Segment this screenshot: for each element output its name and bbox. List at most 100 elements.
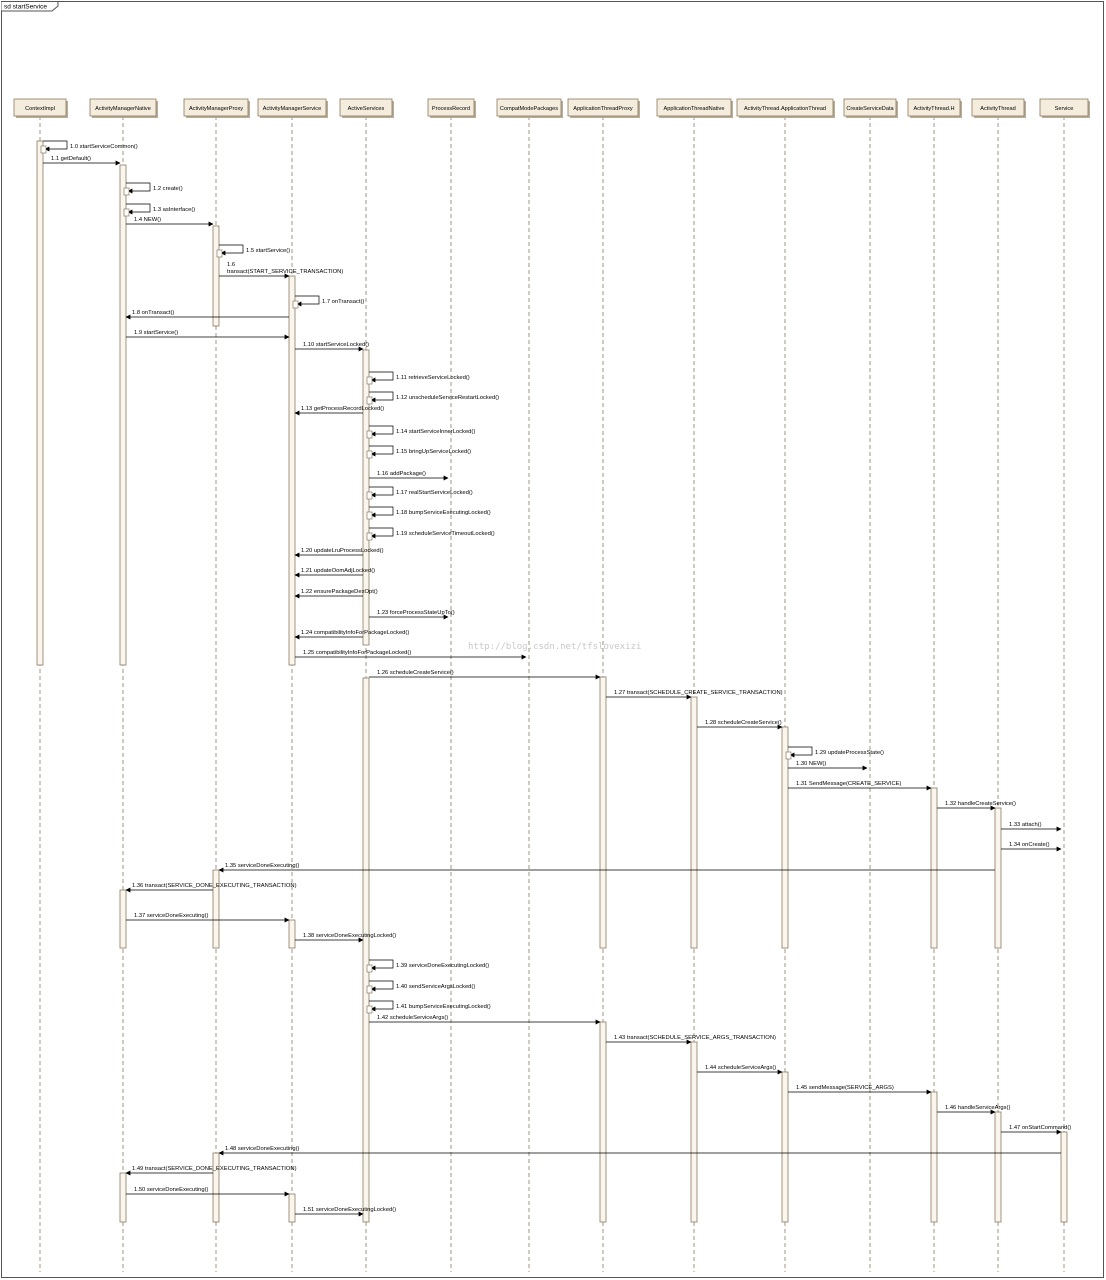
- participant-box: [339, 98, 393, 117]
- activation-bar-at: [994, 807, 1002, 949]
- self-call-activation: [123, 208, 130, 217]
- message-36: 1.35 serviceDoneExecuting(): [218, 863, 995, 873]
- participant-box: [567, 98, 639, 117]
- message-label: 1.40 sendServiceArgsLocked(): [396, 984, 475, 990]
- participant-box: [257, 98, 327, 117]
- activation-bar-contextimpl: [36, 140, 44, 666]
- participant-label: ActivityThread.ApplicationThread: [744, 106, 826, 112]
- self-call-arrow: [369, 506, 394, 518]
- message-51: 1.50 serviceDoneExecuting(): [126, 1187, 290, 1197]
- lifelines: ContextImpl ActivityManagerNative Activity…: [13, 98, 1090, 1272]
- activation-bar-atat: [781, 726, 789, 949]
- message-44: 1.43 transact(SCHEDULE_SERVICE_ARGS_TRAN…: [606, 1035, 776, 1045]
- message-label: 1.27 transact(SCHEDULE_CREATE_SERVICE_TR…: [614, 690, 783, 696]
- message-label: 1.11 retrieveServiceLocked(): [396, 375, 470, 381]
- message-label-continued: transact(START_SERVICE_TRANSACTION): [227, 269, 343, 275]
- message-label: 1.39 serviceDoneExecutingLocked(): [396, 963, 489, 969]
- message-39: 1.38 serviceDoneExecutingLocked(): [295, 933, 396, 943]
- message-31: 1.30 NEW(): [788, 761, 868, 771]
- message-33: 1.32 handleCreateService(): [937, 801, 1016, 811]
- participant-box: [1039, 98, 1089, 117]
- participant-box: [183, 98, 249, 117]
- participant-box: [907, 98, 961, 117]
- lifeline-ams: ActivityManagerService: [257, 98, 328, 1272]
- participant-box: [496, 98, 562, 117]
- message-21: 1.20 updateLruProcessLocked(): [294, 548, 384, 558]
- message-6: 1.5 startService(): [216, 244, 290, 258]
- activation-bar-atp: [599, 1021, 607, 1223]
- message-label: 1.2 create(): [153, 186, 183, 192]
- message-29: 1.28 scheduleCreateService(): [697, 720, 783, 730]
- self-call-arrow: [126, 182, 151, 194]
- activation-bar-atp: [599, 676, 607, 949]
- self-call-activation: [40, 145, 47, 154]
- participant-box: [13, 98, 67, 117]
- message-label: 1.4 NEW(): [134, 217, 161, 223]
- self-call-arrow: [369, 445, 394, 457]
- activation-bar-at: [994, 1111, 1002, 1223]
- message-label: 1.28 scheduleCreateService(): [705, 720, 782, 726]
- message-20: 1.19 scheduleServiceTimeoutLocked(): [366, 527, 495, 541]
- message-13: 1.12 unscheduleServiceRestartLocked(): [366, 391, 499, 405]
- self-call-activation: [366, 450, 373, 459]
- activation-bar-amp: [212, 225, 220, 327]
- message-label: 1.18 bumpServiceExecutingLocked(): [396, 510, 491, 516]
- message-43: 1.42 scheduleServiceArgs(): [369, 1015, 601, 1025]
- message-label: 1.19 scheduleServiceTimeoutLocked(): [396, 531, 495, 537]
- message-41: 1.40 sendServiceArgsLocked(): [366, 980, 475, 994]
- participant-label: ApplicationThreadNative: [664, 106, 725, 112]
- self-call-arrow: [295, 295, 320, 307]
- message-label: 1.26 scheduleCreateService(): [377, 670, 454, 676]
- participant-box: [843, 98, 897, 117]
- message-label: 1.38 serviceDoneExecutingLocked(): [303, 933, 396, 939]
- message-label: 1.35 serviceDoneExecuting(): [225, 863, 300, 869]
- message-37: 1.36 transact(SERVICE_DONE_EXECUTING_TRA…: [125, 883, 297, 893]
- message-25: 1.24 compatibilityInfoForPackageLocked(): [294, 630, 409, 640]
- participant-label: Service: [1055, 106, 1074, 112]
- participant-box: [427, 98, 475, 117]
- participant-box: [656, 98, 732, 117]
- message-26: 1.25 compatibilityInfoForPackageLocked(): [295, 650, 527, 660]
- self-call-arrow: [43, 140, 68, 152]
- message-30: 1.29 updateProcessState(): [785, 746, 884, 760]
- activation-bar-amn: [119, 1172, 127, 1223]
- message-label: 1.21 updateOomAdjLocked(): [301, 568, 375, 574]
- self-call-arrow: [369, 959, 394, 971]
- participant-box: [736, 98, 834, 117]
- activation-bar-ams: [288, 1193, 296, 1223]
- message-label: 1.16 addPackage(): [377, 471, 426, 477]
- message-15: 1.14 startServiceInnerLocked(): [366, 425, 475, 439]
- participant-label: CreateServiceData: [846, 106, 894, 112]
- participant-label: ActivityManagerService: [263, 106, 321, 112]
- message-label: 1.7 onTransact(): [322, 299, 364, 305]
- message-label: 1.24 compatibilityInfoForPackageLocked(): [301, 630, 409, 636]
- self-call-activation: [366, 964, 373, 973]
- participant-box: [89, 98, 157, 117]
- self-call-activation: [366, 491, 373, 500]
- message-23: 1.22 ensurePackageDexOpt(): [294, 589, 378, 599]
- self-call-activation: [366, 396, 373, 405]
- message-label: 1.30 NEW(): [796, 761, 826, 767]
- message-32: 1.31 SendMessage(CREATE_SERVICE): [788, 781, 932, 791]
- message-label: 1.14 startServiceInnerLocked(): [396, 429, 475, 435]
- message-label: 1.43 transact(SCHEDULE_SERVICE_ARGS_TRAN…: [614, 1035, 776, 1041]
- message-14: 1.13 getProcessRecordLocked(): [294, 406, 384, 416]
- self-call-activation: [366, 511, 373, 520]
- message-label: 1.1 getDefault(): [51, 156, 91, 162]
- activation-bar-atn: [690, 1041, 698, 1223]
- message-label: 1.44 scheduleServiceArgs(): [705, 1065, 776, 1071]
- message-label: 1.10 startServiceLocked(): [303, 342, 369, 348]
- message-50: 1.49 transact(SERVICE_DONE_EXECUTING_TRA…: [125, 1166, 297, 1176]
- message-label: 1.36 transact(SERVICE_DONE_EXECUTING_TRA…: [132, 883, 297, 889]
- message-label: 1.6: [227, 262, 235, 268]
- message-24: 1.23 forceProcessStateUpTo(): [369, 610, 455, 620]
- message-label: 1.3 asInterface(): [153, 207, 195, 213]
- message-label: 1.23 forceProcessStateUpTo(): [377, 610, 455, 616]
- message-label: 1.12 unscheduleServiceRestartLocked(): [396, 395, 499, 401]
- self-call-activation: [366, 1005, 373, 1014]
- self-call-activation: [366, 430, 373, 439]
- message-12: 1.11 retrieveServiceLocked(): [366, 371, 470, 385]
